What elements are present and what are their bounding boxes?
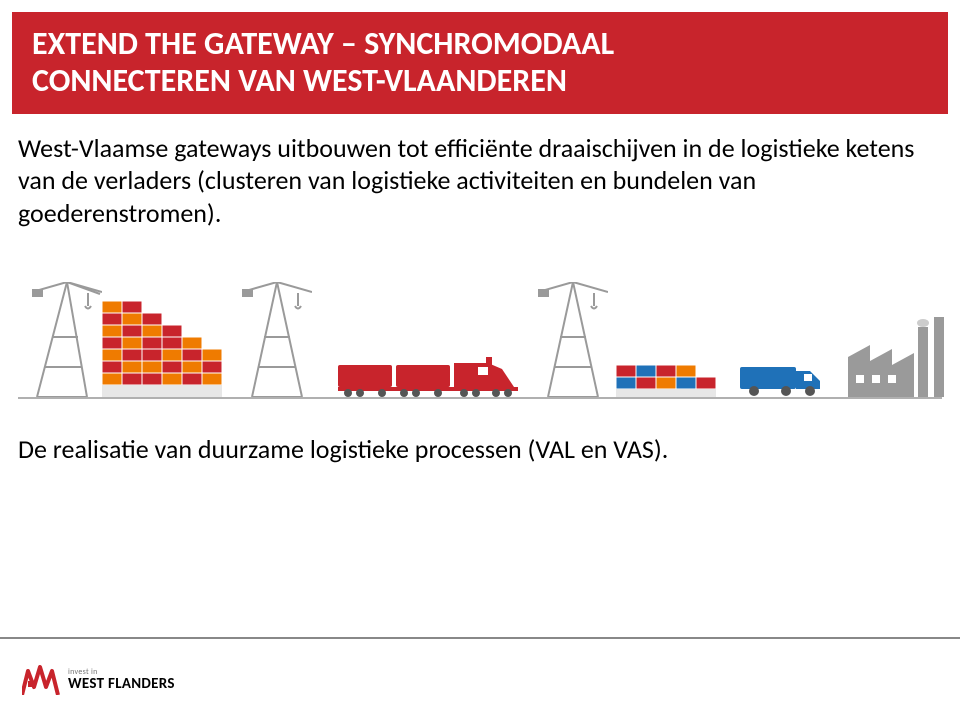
crane-icon xyxy=(538,282,608,397)
crane-icon xyxy=(242,282,312,397)
container-stack-icon xyxy=(616,359,716,397)
ground-line xyxy=(18,397,942,399)
footer-paragraph: De realisatie van duurzame logistieke pr… xyxy=(18,433,920,466)
logo-text: invest in WEST FLANDERS xyxy=(68,667,175,693)
logo-big-text: WEST FLANDERS xyxy=(68,675,175,693)
crane-icon xyxy=(32,282,102,397)
title-line-2: CONNECTEREN VAN WEST-VLAANDEREN xyxy=(32,63,928,100)
title-bar: EXTEND THE GATEWAY – SYNCHROMODAAL CONNE… xyxy=(12,12,948,114)
logo: invest in WEST FLANDERS xyxy=(22,665,175,695)
factory-icon xyxy=(848,317,958,397)
logo-mark-icon xyxy=(22,665,60,695)
container-stack-icon xyxy=(102,301,222,397)
truck-icon xyxy=(740,363,825,397)
body-paragraph: West-Vlaamse gateways uitbouwen tot effi… xyxy=(18,132,920,230)
train-icon xyxy=(338,357,523,397)
divider-line xyxy=(0,637,960,639)
logistics-illustration xyxy=(18,269,942,399)
title-line-1: EXTEND THE GATEWAY – SYNCHROMODAAL xyxy=(32,26,928,63)
